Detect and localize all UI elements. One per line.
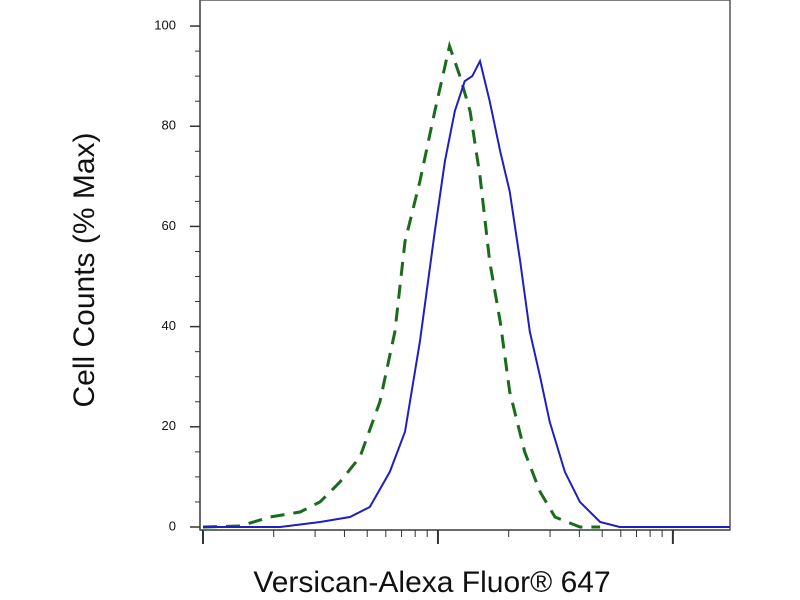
- y-axis-label: Cell Counts (% Max): [68, 132, 101, 407]
- histogram-line: [203, 58, 730, 528]
- y-tick-label: 60: [162, 218, 176, 233]
- y-tick-label: 40: [162, 318, 176, 333]
- y-tick-label: 20: [162, 418, 176, 433]
- y-tick-label: 100: [154, 17, 176, 32]
- y-tick-label: 80: [162, 118, 176, 133]
- histogram-line: [202, 40, 601, 529]
- plot-frame: [199, 0, 731, 531]
- x-axis-label: Versican-Alexa Fluor® 647: [253, 566, 610, 599]
- y-tick-label: 0: [169, 518, 176, 533]
